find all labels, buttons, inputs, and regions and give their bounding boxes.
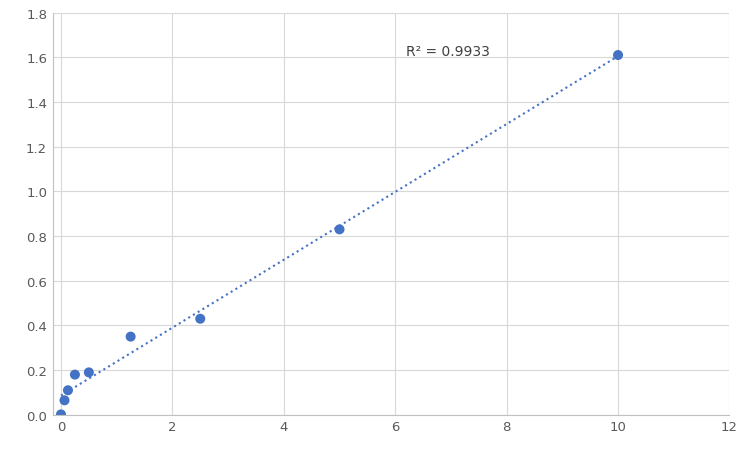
- Point: [194, 315, 206, 322]
- Point: [83, 369, 95, 376]
- Point: [55, 411, 67, 418]
- Point: [612, 52, 624, 60]
- Point: [59, 397, 71, 404]
- Point: [69, 371, 81, 378]
- Point: [333, 226, 345, 234]
- Point: [62, 387, 74, 394]
- Text: R² = 0.9933: R² = 0.9933: [406, 45, 490, 59]
- Point: [125, 333, 137, 341]
